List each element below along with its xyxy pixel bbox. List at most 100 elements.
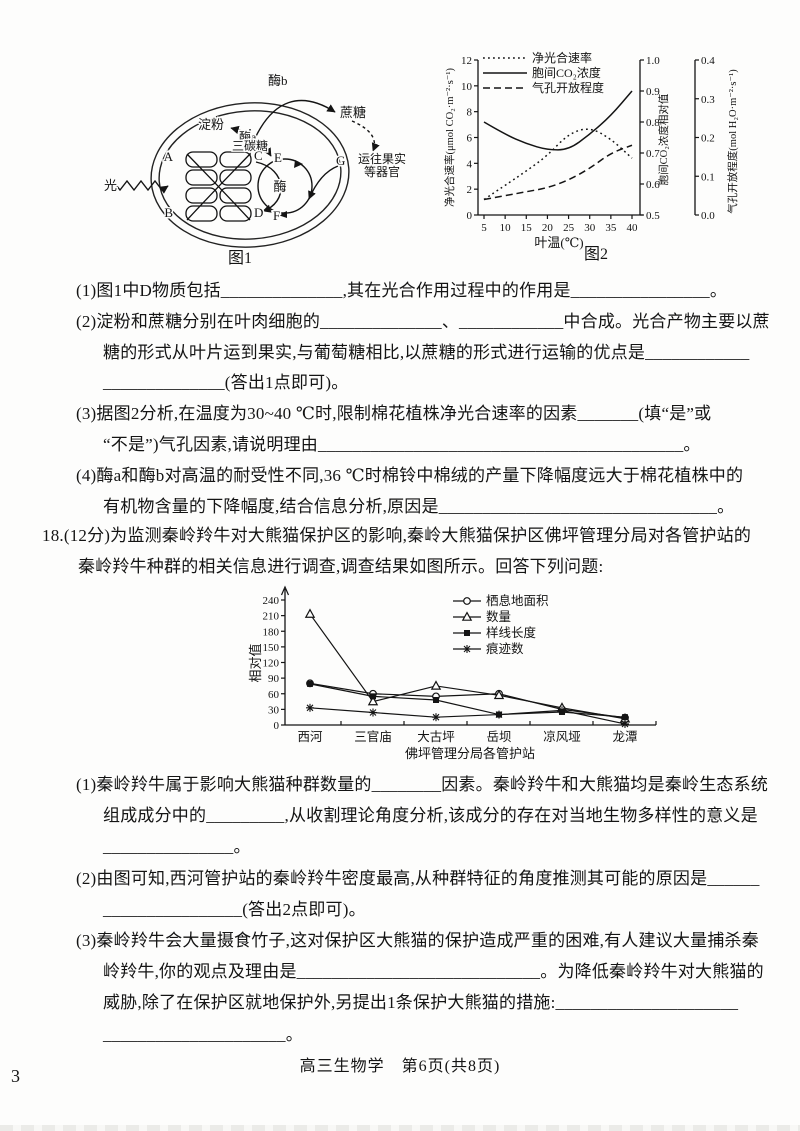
y-tick: 60 <box>268 689 280 701</box>
q17-line: (1)图1中D物质包括______________,其在光合作用过程中的作用是_… <box>76 281 728 300</box>
question18-svg: 0 30 60 90 120 150 180 210 240 西河 三官庙 大古坪 岳坝 凉风垭 龙潭佛坪管… <box>248 585 657 761</box>
pathway-arrows <box>105 99 380 214</box>
x-tick: 25 <box>563 222 575 234</box>
y-tick: 120 <box>263 658 280 670</box>
left-tick: 2 <box>467 184 473 196</box>
x-tick: 15 <box>521 222 533 234</box>
label-light: 光 <box>104 178 117 193</box>
x-tick: 40 <box>627 222 639 234</box>
legend-label: 痕迹数 <box>486 641 524 656</box>
enzyme-b-arrow <box>251 99 336 146</box>
x-axis-title: 叶温(℃) <box>534 235 583 250</box>
y-tick: 210 <box>263 611 280 623</box>
figure1-caption: 图1 <box>228 250 252 267</box>
q18-line: _____________________。 <box>103 1024 303 1044</box>
q17-line: (4)酶a和酶b对高温的耐受性不同,36 ℃时棉铃中棉绒的产量下降幅度远大于棉花… <box>76 465 744 485</box>
right2-tick: 0.2 <box>701 133 715 145</box>
marker-square <box>370 693 376 700</box>
figure1-svg: 光 淀粉 酶a 三碳糖 酶b 蔗糖 酶 运往果实 等器官 A C B D E F… <box>103 72 408 268</box>
marker-triangle <box>430 680 442 690</box>
legend-label: 气孔开放程度 <box>532 80 604 95</box>
category-label: 龙潭 <box>612 730 637 744</box>
figure2-chart: 0 2 4 6 8 10 12 0.5 0.6 0.7 0.8 0.9 1.0 0.0 0.1 0.2 0.3 0… <box>443 48 795 266</box>
category-label: 岳坝 <box>486 730 511 744</box>
series-line <box>309 682 626 719</box>
right1-tick: 0.5 <box>646 210 660 222</box>
q18-line: (2)由图可知,西河管护站的秦岭羚牛密度最高,从种群特征的角度推测其可能的原因是… <box>76 868 760 888</box>
x-tick: 35 <box>605 222 617 234</box>
right1-tick: 0.7 <box>646 148 660 160</box>
question17-block: (1)图1中D物质包括______________,其在光合作用过程中的作用是_… <box>76 276 788 522</box>
series-line <box>309 707 626 725</box>
left-tick: 8 <box>467 107 473 119</box>
axis-line <box>463 645 471 653</box>
x-tick: 30 <box>584 222 596 234</box>
marker-triangle <box>367 695 379 706</box>
series-solid <box>483 90 633 151</box>
y-axis-title: 相对值 <box>248 643 263 682</box>
left-tick: 0 <box>467 210 473 222</box>
legend-label: 胞间CO₂浓度 <box>532 65 601 80</box>
label-B: B <box>164 205 173 220</box>
label-F: F <box>273 208 280 223</box>
question18-block: (1)秦岭羚牛属于影响大熊猫种群数量的________因素。秦岭羚牛和大熊猫均是… <box>76 770 788 1051</box>
q17-line: 糖的形式从叶片运到果实,与葡萄糖相比,以蔗糖的形式进行运输的优点是_______… <box>103 342 750 362</box>
q18-line: 威胁,除了在保护区就地保护外,另提出1条保护大熊猫的措施:___________… <box>103 993 739 1013</box>
label-to-fruit-2: 等器官 <box>364 164 400 179</box>
light-wave-arrow <box>105 179 169 194</box>
legend-label: 样线长度 <box>486 625 537 640</box>
legend-label: 数量 <box>486 609 511 624</box>
label-starch: 淀粉 <box>198 117 224 132</box>
cycle-arrowheads <box>278 160 303 218</box>
q17-line: “不是”)气孔因素,请说明理由_________________________… <box>103 434 701 454</box>
label-A: A <box>164 149 174 164</box>
q18-line: _______________。 <box>103 837 251 857</box>
label-to-fruit-1: 运往果实 <box>358 151 406 166</box>
legend-label: 栖息地面积 <box>486 593 549 608</box>
y-tick: 240 <box>263 595 280 607</box>
figure1-diagram: 光 淀粉 酶a 三碳糖 酶b 蔗糖 酶 运往果实 等器官 A C B D E F… <box>90 55 460 270</box>
category-label: 西河 <box>297 730 323 744</box>
left-tick: 6 <box>467 133 473 145</box>
series-dotted <box>483 128 633 201</box>
right2-tick: 0.0 <box>701 210 715 222</box>
q18-line: 岭羚牛,你的观点及理由是____________________________… <box>103 962 764 982</box>
label-enzyme-b: 酶b <box>268 73 288 88</box>
grana-stack <box>185 151 252 222</box>
axis-line <box>369 709 377 716</box>
axis-line <box>495 711 503 718</box>
figure2-svg: 0 2 4 6 8 10 12 0.5 0.6 0.7 0.8 0.9 1.0 0.0 0.1 0.2 0.3 0… <box>443 50 739 250</box>
scan-edge-artifact <box>0 1125 800 1131</box>
series-dashed <box>483 144 633 201</box>
marker-triangle <box>493 689 505 700</box>
q18-line: (3)秦岭羚牛会大量摄食竹子,这对保护区大熊猫的保护造成严重的困难,有人建议大量… <box>76 930 759 950</box>
label-enzyme: 酶 <box>273 179 286 194</box>
q17-line: (3)据图2分析,在温度为30~40 ℃时,限制棉花植株净光合速率的因素____… <box>76 404 712 424</box>
legend-label: 净光合速率 <box>532 50 592 65</box>
q18-intro-line: 秦岭羚牛种群的相关信息进行调查,调查结果如图所示。回答下列问题: <box>78 556 604 576</box>
marker-square <box>464 630 470 636</box>
right1-tick: 1.0 <box>646 55 660 67</box>
label-G: G <box>336 153 345 168</box>
q17-line: (2)淀粉和蔗糖分别在叶肉细胞的______________、_________… <box>76 311 770 331</box>
x-tick: 10 <box>500 222 512 234</box>
y-tick: 0 <box>274 720 280 732</box>
right1-axis-title: 胞间CO₂浓度相对值 <box>657 93 670 185</box>
right1-tick: 0.9 <box>646 86 660 98</box>
marker-square <box>433 697 439 703</box>
label-E: E <box>274 150 282 165</box>
right2-tick: 0.4 <box>701 55 715 67</box>
axis-line <box>432 713 440 721</box>
figure2-caption: 图2 <box>583 246 608 263</box>
label-C: C <box>254 148 263 163</box>
triose-to-E-arrow <box>256 147 272 157</box>
to-starch-arrow <box>230 125 251 135</box>
marker-triangle <box>461 611 473 621</box>
category-label: 凉风垭 <box>543 729 581 744</box>
x-tick: 5 <box>481 222 487 234</box>
q18-intro-line: 18.(12分)为监测秦岭羚牛对大熊猫保护区的影响,秦岭大熊猫保护区佛坪管理分局… <box>42 526 752 545</box>
y-tick: 90 <box>268 673 280 685</box>
y-tick: 180 <box>263 626 280 638</box>
right1-tick: 0.8 <box>646 117 660 129</box>
